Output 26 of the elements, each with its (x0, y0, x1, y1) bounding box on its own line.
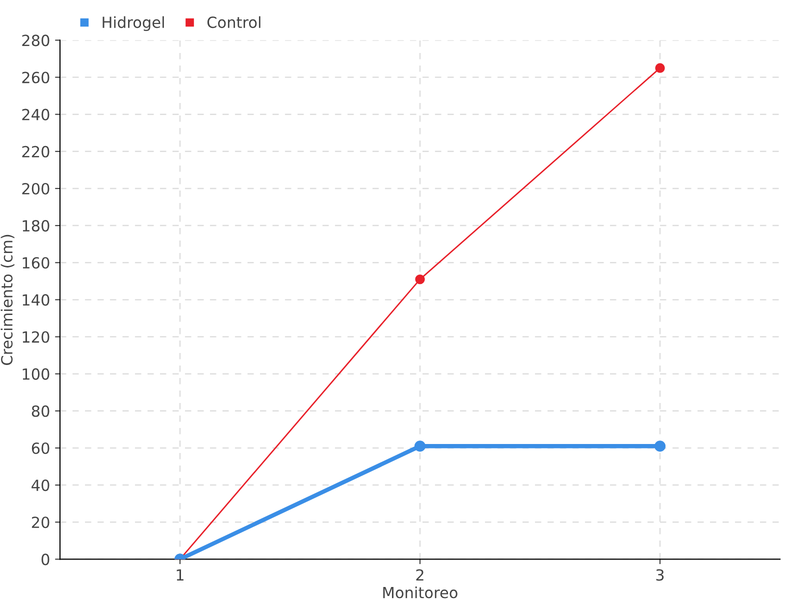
legend-label: Control (207, 16, 260, 28)
y-tick-label: 280 (22, 34, 50, 46)
y-tick-label: 40 (32, 480, 50, 492)
x-axis-title: Monitoreo (383, 586, 458, 598)
y-tick-label: 260 (22, 72, 50, 84)
point (414, 440, 426, 452)
x-tick-label: 1 (176, 569, 184, 581)
point (415, 274, 425, 284)
y-tick-label: 200 (22, 182, 50, 195)
y-axis-title: Crecimiento (cm) (0, 234, 14, 365)
y-tick-label: 240 (22, 108, 50, 120)
y-tick-label: 160 (22, 257, 50, 269)
y-tick-label: 60 (32, 442, 50, 454)
legend-label: Hidrogel (102, 16, 164, 32)
y-tick-label: 100 (22, 368, 50, 380)
point (654, 440, 666, 452)
x-tick-label: 2 (416, 569, 424, 581)
y-tick-label: 140 (22, 294, 50, 306)
x-tick-label: 3 (656, 569, 664, 581)
y-tick-label: 120 (22, 331, 50, 343)
y-tick-label: 0 (42, 554, 50, 566)
point (655, 63, 665, 73)
y-tick-label: 180 (22, 220, 50, 232)
y-tick-label: 220 (22, 146, 50, 158)
y-tick-label: 20 (32, 516, 50, 528)
y-tick-label: 80 (32, 405, 50, 417)
